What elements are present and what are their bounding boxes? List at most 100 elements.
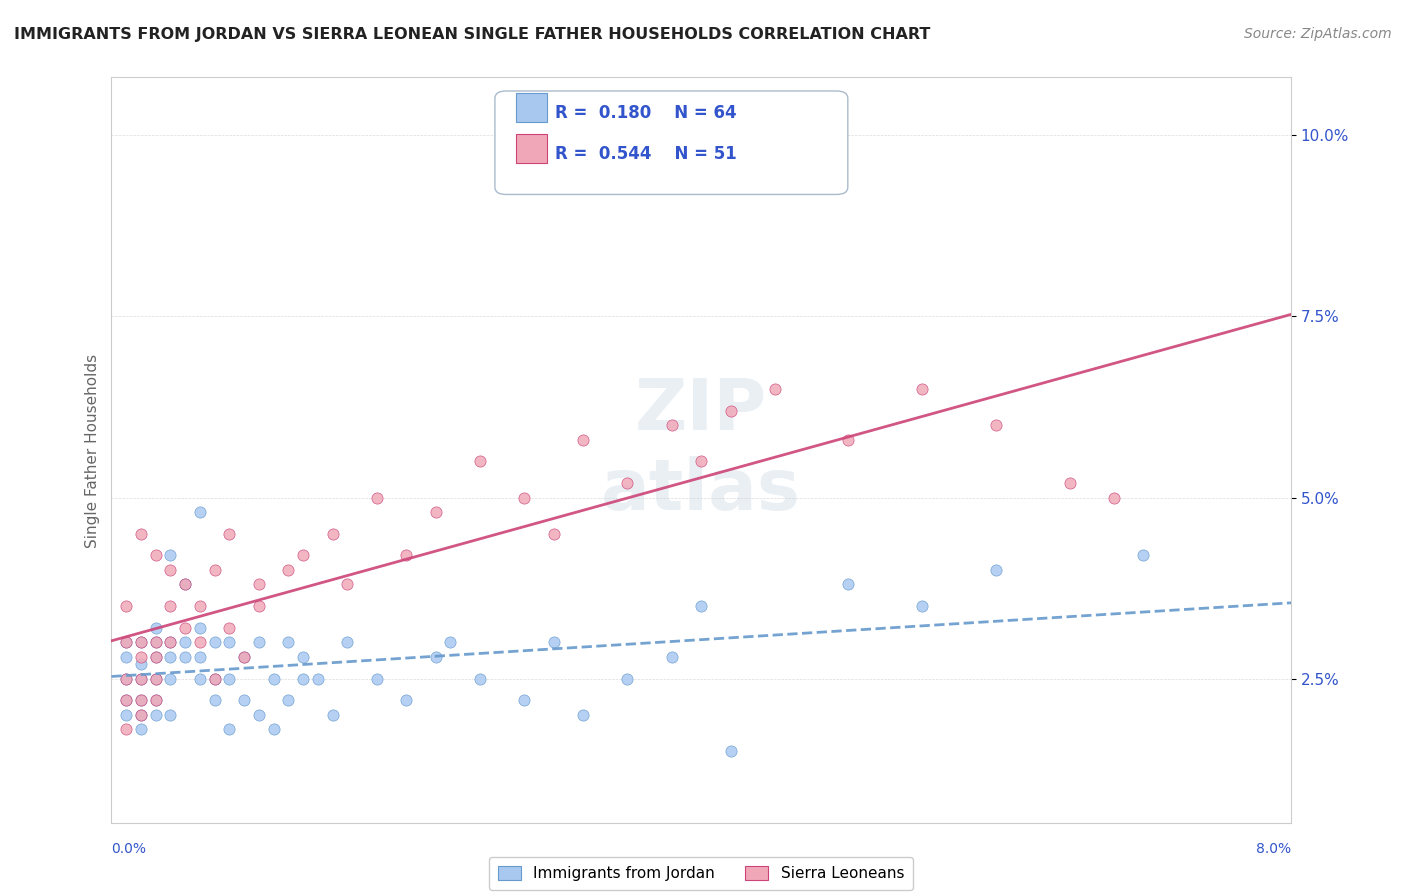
Point	[115, 707, 138, 722]
Point	[690, 599, 713, 614]
Point	[439, 635, 461, 649]
Point	[129, 693, 152, 707]
Point	[129, 693, 152, 707]
Point	[837, 433, 859, 447]
Point	[247, 635, 270, 649]
Point	[616, 476, 638, 491]
Point	[233, 649, 256, 664]
Y-axis label: Single Father Households: Single Father Households	[86, 353, 100, 548]
Point	[247, 599, 270, 614]
Point	[159, 707, 181, 722]
Point	[837, 577, 859, 591]
Point	[204, 672, 226, 686]
Point	[174, 577, 197, 591]
Point	[218, 635, 240, 649]
Point	[513, 491, 536, 505]
Point	[336, 577, 359, 591]
Point	[233, 693, 256, 707]
Point	[661, 649, 683, 664]
Point	[115, 672, 138, 686]
Point	[115, 599, 138, 614]
Point	[277, 635, 299, 649]
Point	[292, 549, 315, 563]
Point	[247, 577, 270, 591]
Point	[115, 635, 138, 649]
Point	[911, 599, 934, 614]
Point	[115, 693, 138, 707]
Point	[188, 649, 211, 664]
Point	[395, 693, 418, 707]
Point	[145, 672, 167, 686]
Point	[115, 672, 138, 686]
Point	[159, 599, 181, 614]
Point	[661, 418, 683, 433]
Point	[690, 454, 713, 468]
Point	[395, 549, 418, 563]
Point	[145, 635, 167, 649]
Point	[188, 621, 211, 635]
Point	[188, 635, 211, 649]
Point	[174, 635, 197, 649]
Point	[468, 454, 491, 468]
Point	[115, 693, 138, 707]
Point	[336, 635, 359, 649]
Point	[145, 635, 167, 649]
Text: 0.0%: 0.0%	[111, 842, 146, 856]
Point	[145, 693, 167, 707]
Point	[129, 657, 152, 672]
Point	[307, 672, 329, 686]
Text: R =  0.544    N = 51: R = 0.544 N = 51	[555, 145, 737, 163]
Point	[145, 649, 167, 664]
Point	[425, 505, 447, 519]
Point	[159, 563, 181, 577]
Point	[129, 707, 152, 722]
Point	[129, 649, 152, 664]
Point	[145, 693, 167, 707]
Point	[174, 577, 197, 591]
Point	[204, 672, 226, 686]
Point	[129, 672, 152, 686]
Point	[159, 549, 181, 563]
Point	[115, 723, 138, 737]
Point	[145, 672, 167, 686]
Point	[129, 723, 152, 737]
Text: 8.0%: 8.0%	[1256, 842, 1291, 856]
Legend: Immigrants from Jordan, Sierra Leoneans: Immigrants from Jordan, Sierra Leoneans	[489, 857, 914, 890]
Text: R =  0.180    N = 64: R = 0.180 N = 64	[555, 104, 737, 122]
Point	[129, 635, 152, 649]
Point	[366, 672, 388, 686]
Point	[322, 526, 344, 541]
Point	[145, 707, 167, 722]
Point	[292, 649, 315, 664]
Point	[129, 672, 152, 686]
Point	[188, 599, 211, 614]
Point	[720, 403, 742, 417]
Point	[129, 635, 152, 649]
Point	[145, 649, 167, 664]
Point	[513, 693, 536, 707]
Point	[159, 635, 181, 649]
Point	[277, 693, 299, 707]
Text: Source: ZipAtlas.com: Source: ZipAtlas.com	[1244, 27, 1392, 41]
Point	[115, 635, 138, 649]
Point	[159, 635, 181, 649]
Point	[911, 382, 934, 396]
Point	[322, 707, 344, 722]
Point	[1102, 491, 1125, 505]
Point	[159, 649, 181, 664]
Point	[263, 723, 285, 737]
Point	[174, 621, 197, 635]
Point	[984, 418, 1007, 433]
Point	[174, 649, 197, 664]
Point	[159, 672, 181, 686]
Point	[468, 672, 491, 686]
Point	[247, 707, 270, 722]
Point	[145, 549, 167, 563]
Point	[1132, 549, 1154, 563]
Point	[366, 491, 388, 505]
Point	[572, 707, 595, 722]
Point	[204, 563, 226, 577]
Point	[145, 621, 167, 635]
Point	[188, 672, 211, 686]
Point	[572, 433, 595, 447]
